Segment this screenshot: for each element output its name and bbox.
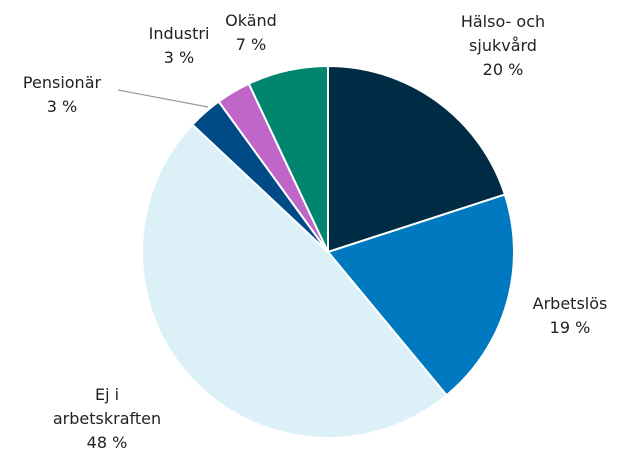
slice-label: Ej i arbetskraften 48 % [51,383,163,455]
value-label: 19 % [549,318,591,337]
category-name: Arbetslös [532,294,608,313]
value-label: 3 % [46,97,78,116]
pie-slice [141,123,448,439]
value-label: 3 % [163,48,195,67]
category-name: Hälso- och sjukvård [460,12,546,55]
pie-slice [247,64,329,253]
category-name: Ej i arbetskraften [52,385,162,428]
leader-line [117,89,209,108]
slice-label: Pensionär 3 % [2,71,122,119]
category-name: Pensionär [22,73,102,92]
slice-label: Industri 3 % [129,22,229,70]
value-label: 7 % [235,35,267,54]
slice-label: Hälso- och sjukvård 20 % [443,10,563,82]
category-name: Okänd [225,11,277,30]
category-name: Industri [148,24,210,43]
slice-label: Arbetslös 19 % [510,292,621,340]
value-label: 20 % [482,60,524,79]
pie-slice [326,193,515,397]
pie-slice [327,64,507,254]
slice-label: Okänd 7 % [211,9,291,57]
value-label: 48 % [86,433,128,452]
